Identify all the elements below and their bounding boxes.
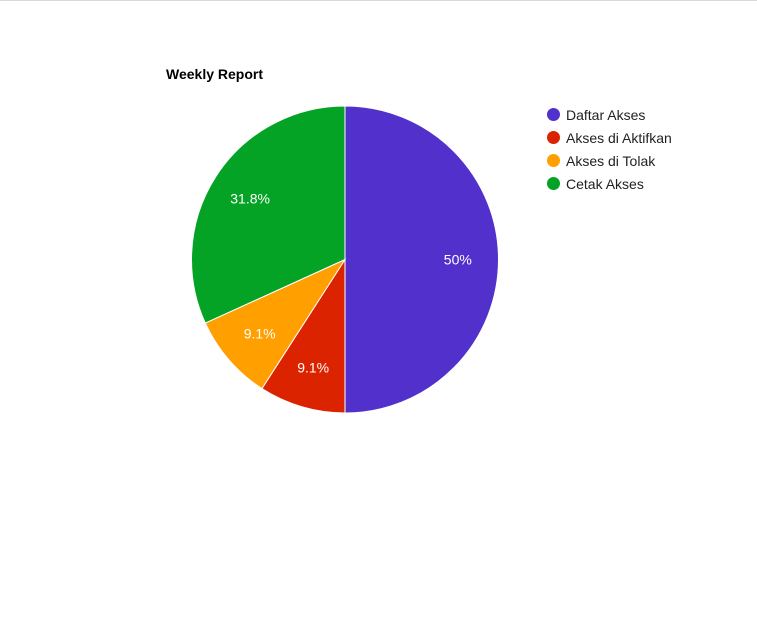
pie-slice-daftar-akses[interactable]	[344, 105, 499, 414]
legend-swatch	[547, 154, 560, 167]
pie-slice-label: 9.1%	[244, 325, 276, 341]
legend-swatch	[547, 108, 560, 121]
legend-swatch	[547, 131, 560, 144]
legend-item-akses-di-aktifkan[interactable]: Akses di Aktifkan	[547, 126, 672, 149]
pie-slice-cetak-akses[interactable]	[191, 105, 346, 324]
legend-label: Akses di Tolak	[566, 152, 656, 169]
legend-label: Daftar Akses	[566, 106, 646, 123]
pie-slice-akses-di-tolak[interactable]	[204, 258, 347, 390]
chart-legend: Daftar Akses Akses di Aktifkan Akses di …	[547, 103, 672, 195]
legend-item-daftar-akses[interactable]: Daftar Akses	[547, 103, 672, 126]
legend-item-cetak-akses[interactable]: Cetak Akses	[547, 172, 672, 195]
pie-slice-akses-di-aktifkan[interactable]	[261, 257, 346, 414]
chart-title: Weekly Report	[166, 66, 263, 82]
legend-label: Cetak Akses	[566, 175, 644, 192]
legend-item-akses-di-tolak[interactable]: Akses di Tolak	[547, 149, 672, 172]
legend-label: Akses di Aktifkan	[566, 129, 672, 146]
pie-slice-label: 9.1%	[297, 360, 329, 376]
legend-swatch	[547, 177, 560, 190]
top-border	[0, 0, 757, 1]
pie-slice-label: 31.8%	[230, 190, 270, 206]
pie-slice-label: 50%	[444, 252, 472, 268]
